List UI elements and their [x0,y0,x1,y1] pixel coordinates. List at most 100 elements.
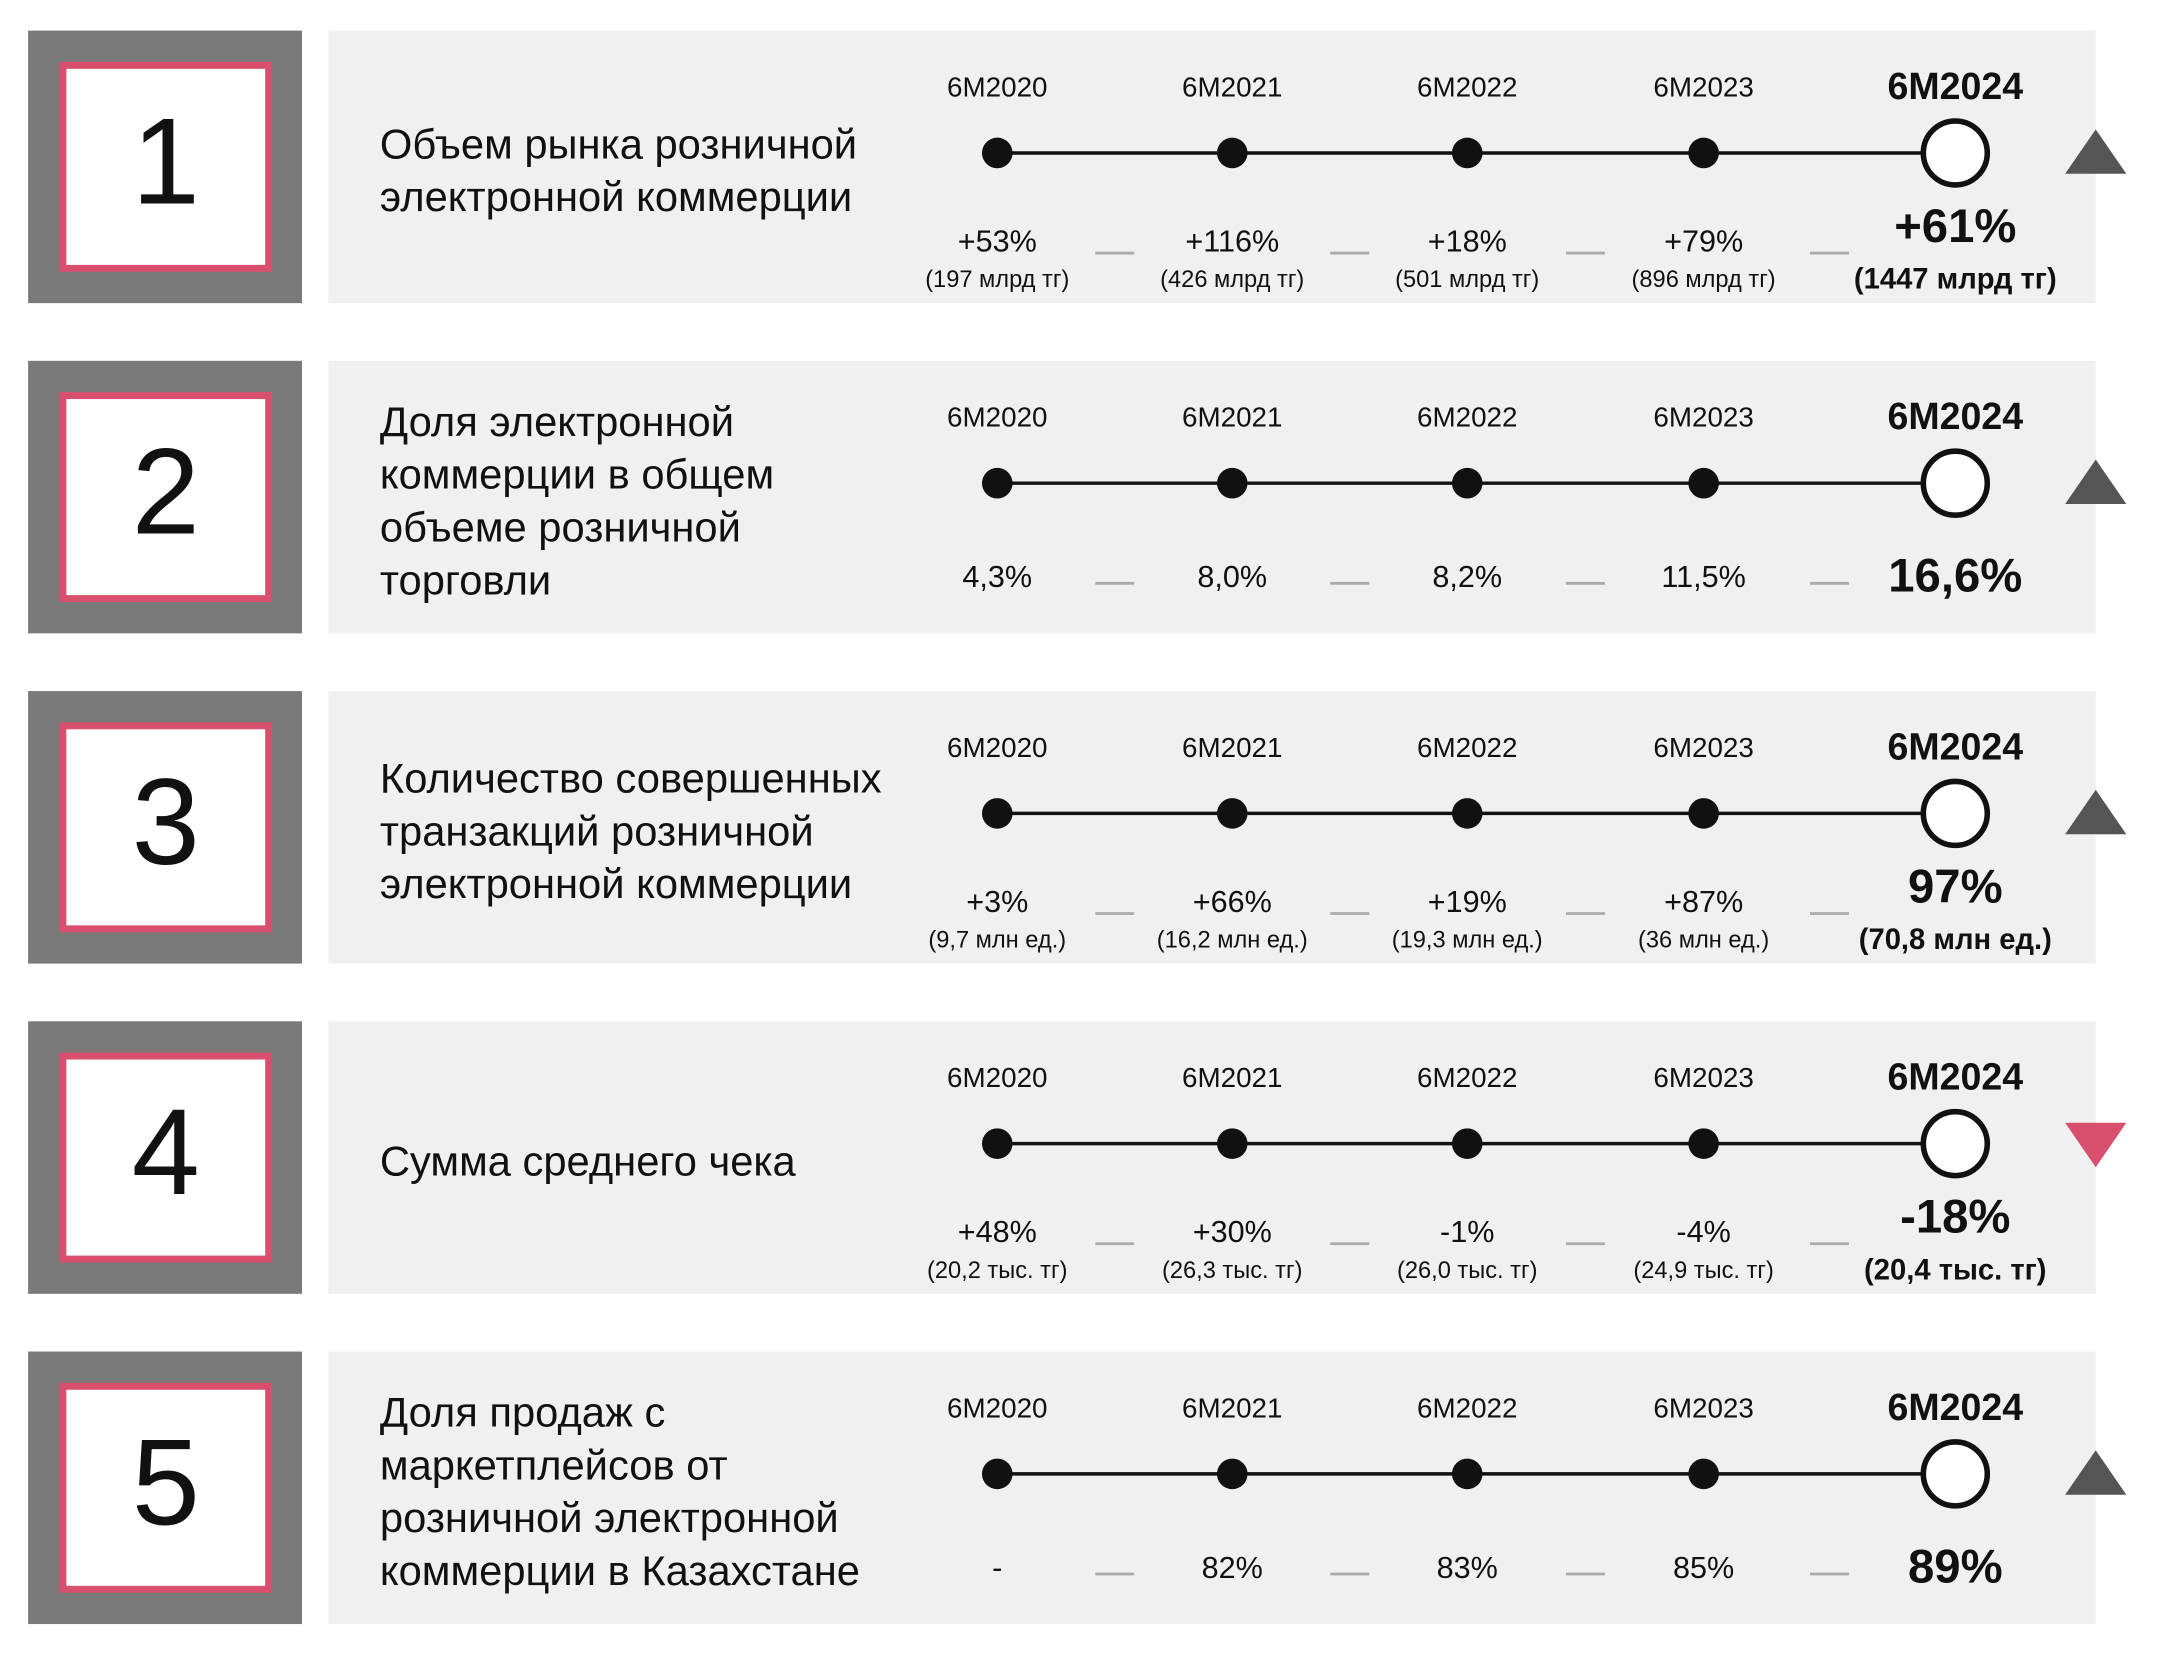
point [1451,1128,1483,1159]
value-label: +3% [966,885,1028,919]
period-label: 6M2024 [1887,725,2023,767]
trend-down [2065,1122,2127,1168]
value-label: +61% [1894,200,2016,253]
row-number: 2 [132,423,200,560]
point [1216,137,1248,169]
period-label: 6M2022 [1417,1392,1517,1423]
period-label: 6M2023 [1653,1392,1753,1423]
row-label: электронной коммерции [380,173,852,220]
detail-label: (896 млрд тг) [1632,267,1776,293]
value-label: +30% [1193,1215,1272,1249]
period-label: 6M2022 [1417,71,1517,102]
number-box [59,392,273,603]
value-label: 97% [1908,860,2003,913]
period-label: 6M2024 [1887,1386,2023,1428]
row-number: 5 [132,1413,200,1550]
current-point [1920,1439,1991,1509]
value-label: - [992,1551,1002,1585]
value-label: 83% [1437,1551,1498,1585]
point [1451,137,1483,169]
point [1216,1128,1248,1159]
period-label: 6M2021 [1182,71,1282,102]
current-point [1920,118,1991,188]
period-label: 6M2022 [1417,402,1517,433]
value-label: 85% [1673,1551,1734,1585]
current-point [1920,1108,1991,1179]
point [981,1128,1013,1159]
number-box [59,1052,273,1263]
point [1688,798,1719,829]
detail-label: (1447 млрд тг) [1854,264,2057,296]
point [1216,467,1248,499]
period-label: 6M2020 [947,71,1047,102]
row-panel [328,691,2096,964]
point [1451,1458,1483,1490]
value-label: 4,3% [962,560,1032,594]
period-label: 6M2022 [1417,1062,1517,1093]
detail-label: (9,7 млн ед.) [928,928,1066,954]
detail-label: (26,0 тыс. тг) [1397,1258,1537,1284]
row-label: розничной электронной [380,1494,839,1541]
detail-label: (197 млрд тг) [925,267,1069,293]
period-label: 6M2022 [1417,732,1517,763]
row-number: 4 [132,1083,200,1220]
row-label: коммерции в Казахстане [380,1547,860,1594]
value-label: 89% [1908,1540,2003,1593]
detail-label: (24,9 тыс. тг) [1633,1258,1773,1284]
trend-up [2065,459,2127,505]
trend-up [2065,789,2127,835]
period-label: 6M2023 [1653,71,1753,102]
value-label: 8,0% [1197,560,1267,594]
current-point [1920,448,1991,518]
point [981,1458,1013,1490]
row-number: 1 [132,92,200,229]
detail-label: (501 млрд тг) [1395,267,1539,293]
period-label: 6M2021 [1182,1062,1282,1093]
value-label: -1% [1440,1215,1494,1249]
value-label: +66% [1193,885,1272,919]
value-label: 82% [1202,1551,1263,1585]
point [981,467,1013,499]
period-label: 6M2021 [1182,1392,1282,1423]
point [981,798,1013,829]
row-label: Количество совершенных [380,754,882,801]
value-label: -18% [1900,1191,2010,1244]
row-label: торговли [380,556,551,603]
row-label: Доля продаж с [380,1389,665,1436]
point [1688,1128,1719,1159]
detail-label: (36 млн ед.) [1638,928,1769,954]
detail-label: (70,8 млн ед.) [1859,924,2052,956]
row-panel [328,360,2096,634]
row-label: Объем рынка розничной [380,120,857,167]
row-label: электронной коммерции [380,860,852,907]
number-box [59,61,273,272]
period-label: 6M2020 [947,1392,1047,1423]
period-label: 6M2020 [947,732,1047,763]
period-label: 6M2023 [1653,732,1753,763]
value-label: +48% [958,1215,1037,1249]
period-label: 6M2024 [1887,65,2023,107]
trend-up [2065,1450,2127,1495]
value-label: +116% [1185,224,1279,258]
detail-label: (19,3 млн ед.) [1392,928,1543,954]
row-panel [328,1351,2096,1625]
point [1451,798,1483,829]
value-label: +53% [958,224,1037,258]
value-label: +18% [1428,224,1507,258]
value-label: -4% [1676,1215,1730,1249]
detail-label: (16,2 млн ед.) [1157,928,1308,954]
point [1688,467,1719,499]
value-label: 16,6% [1888,550,2022,603]
row-panel [328,30,2096,304]
period-label: 6M2024 [1887,395,2023,437]
detail-label: (426 млрд тг) [1160,267,1304,293]
value-label: +19% [1428,885,1507,919]
period-label: 6M2020 [947,1062,1047,1093]
row-number: 3 [132,753,200,890]
row-label: маркетплейсов от [380,1441,728,1488]
row-label: коммерции в общем [380,451,774,498]
number-box [59,1382,273,1593]
row-label: объеме розничной [380,503,741,550]
